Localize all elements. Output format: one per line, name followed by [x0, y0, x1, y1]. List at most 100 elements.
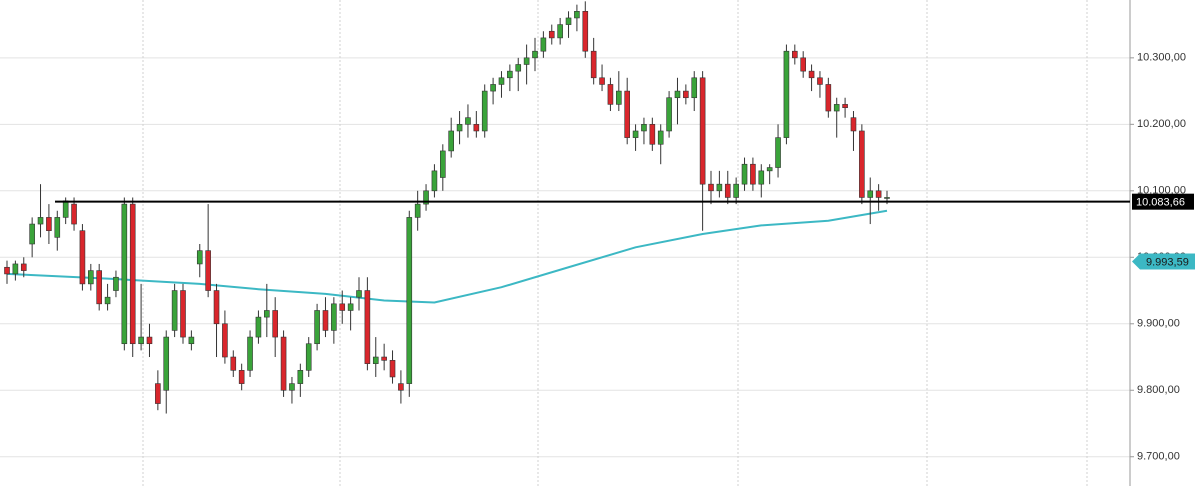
candle-body [490, 84, 496, 92]
candle-body [850, 117, 857, 132]
level-label: 10.083,66 [1136, 197, 1185, 209]
candle-body [364, 290, 371, 364]
candle-body [255, 316, 262, 338]
candle-body [79, 230, 86, 285]
candle-body [414, 203, 421, 218]
candle-body [88, 270, 94, 285]
candle-body [565, 17, 572, 25]
candle-body [724, 183, 731, 198]
candle-body [264, 310, 270, 318]
candle-body [121, 203, 128, 345]
candle-body [37, 217, 44, 225]
candle-body [222, 323, 228, 358]
candle-body [4, 266, 10, 275]
candle-body [440, 150, 446, 178]
candle-body [96, 270, 102, 305]
candle-body [833, 104, 840, 112]
candle-body [632, 130, 639, 138]
candle-body [507, 70, 513, 79]
candle-body [171, 290, 178, 331]
candle-body [691, 77, 698, 99]
candle-body [448, 130, 454, 152]
candle-body [557, 24, 563, 39]
candle-body [372, 356, 379, 364]
candle-body [146, 336, 153, 345]
candle-body [741, 163, 748, 185]
candle-body [347, 303, 354, 311]
candle-body [247, 336, 253, 371]
candle-body [498, 77, 505, 85]
candle-body [808, 70, 815, 79]
candle-body [138, 336, 144, 345]
candle-body [456, 124, 463, 132]
candle-body [155, 383, 161, 404]
candle-body [875, 190, 882, 198]
candle-body [406, 217, 413, 384]
candle-body [532, 50, 538, 59]
candle-body [398, 383, 404, 391]
candle-body [683, 90, 689, 99]
candle-body [205, 250, 211, 291]
candle-body [708, 183, 714, 192]
candle-body [20, 263, 27, 271]
candle-body [46, 217, 52, 232]
candle-body [599, 77, 605, 85]
candle-body [314, 310, 320, 345]
candle-body [666, 97, 672, 132]
candle-body [699, 77, 706, 185]
candle-body [481, 90, 488, 132]
candle-body [867, 190, 874, 198]
candle-body [297, 370, 304, 384]
candle-body [272, 310, 278, 338]
candle-body [305, 343, 312, 371]
candle-body [582, 11, 589, 52]
candle-body [238, 370, 245, 384]
candle-body [766, 167, 773, 172]
candle-body [356, 290, 362, 298]
candle-body [574, 11, 580, 19]
candle-body [523, 57, 530, 65]
candle-body [196, 250, 203, 265]
time-grid [142, 0, 1088, 486]
level-tag [1132, 193, 1194, 210]
candle-body [842, 104, 848, 109]
candle-body [230, 356, 237, 371]
candle-body [783, 50, 790, 138]
candle-body [884, 197, 890, 199]
last-value-label: 9.993,59 [1146, 256, 1189, 268]
candle-body [607, 84, 614, 105]
candle-body [104, 296, 111, 305]
candle-body [859, 130, 865, 198]
candle-body [381, 356, 387, 361]
candle-body [716, 183, 723, 192]
candle-body [54, 217, 61, 238]
candle-body [163, 336, 170, 391]
candle-body [800, 57, 806, 72]
candle-body [62, 200, 69, 218]
candle-body [548, 30, 555, 39]
candle-body [775, 137, 781, 168]
candle-body [750, 163, 756, 185]
moving-average [6, 209, 888, 304]
y-tick-label: 9.800,00 [1137, 384, 1180, 396]
candle-body [289, 383, 295, 391]
candle-body [792, 50, 798, 59]
y-tick-label: 10.300,00 [1137, 52, 1186, 64]
candle-body [71, 203, 77, 225]
candle-body [465, 117, 471, 125]
candle-body [389, 360, 396, 378]
candle-body [29, 223, 35, 245]
candle-body [129, 203, 136, 345]
candle-body [322, 310, 329, 331]
candle-body [733, 183, 739, 198]
candle-body [825, 84, 832, 112]
candle-body [616, 90, 622, 105]
candle-body [180, 290, 186, 338]
candle-body [674, 90, 681, 99]
candle-body [280, 336, 287, 391]
candle-body [540, 37, 547, 52]
candle-body [188, 336, 195, 345]
candle-body [657, 130, 664, 145]
candle-body [12, 263, 19, 275]
